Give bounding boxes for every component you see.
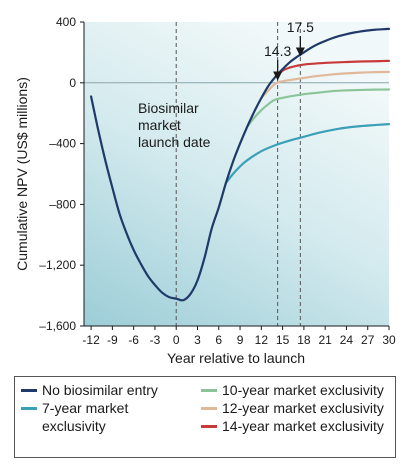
legend-item-12-year: 12-year market exclusivity [201,399,384,417]
x-tick-label-8: 12 [255,333,269,347]
y-tick-label-4: –1,200 [39,258,76,272]
plot-background [84,22,389,326]
series-line-1 [224,123,391,185]
x-tick-label-4: 0 [173,333,180,347]
x-tick-label-1: -9 [107,333,118,347]
x-tick-label-10: 18 [297,333,311,347]
series-line-2 [246,88,391,128]
legend-swatch-7-year [21,407,37,410]
series-line-0 [89,27,391,302]
x-tick-label-14: 30 [382,333,396,347]
legend-swatch-12-year [201,407,217,410]
legend-item-no-biosimilar: No biosimilar entry [21,381,158,399]
series-line-3 [260,70,391,100]
annotation-launch-date: Biosimilar market launch date [138,100,211,150]
x-tick-label-13: 27 [361,333,375,347]
legend-item-14-year: 14-year market exclusivity [201,417,384,435]
legend-label-10-year: 10-year market exclusivity [222,382,384,398]
annotation-17-5: 17.5 [287,19,314,35]
legend-swatch-10-year [201,389,217,392]
y-tick-label-3: –800 [49,197,76,211]
legend-item-7-year: 7-year market exclusivity [21,399,128,435]
x-tick-label-12: 24 [340,333,354,347]
legend-item-10-year: 10-year market exclusivity [201,381,384,399]
x-tick-label-9: 15 [276,333,290,347]
y-axis-title: Cumulative NPV (US$ millions) [14,77,30,271]
x-axis-title: Year relative to launch [167,350,305,366]
y-tick-label-0: 400 [56,15,76,29]
x-tick-label-5: 3 [194,333,201,347]
x-tick-label-0: -12 [82,333,100,347]
legend: No biosimilar entry 7-year market exclus… [14,376,396,458]
annotation-14-3: 14.3 [264,43,291,59]
legend-label-no-biosimilar: No biosimilar entry [42,382,158,398]
legend-swatch-no-biosimilar [21,389,37,392]
legend-swatch-14-year [201,425,217,428]
y-tick-label-1: 0 [69,76,76,90]
x-tick-label-11: 21 [318,333,332,347]
legend-label-12-year: 12-year market exclusivity [222,400,384,416]
x-tick-label-3: -3 [150,333,161,347]
x-tick-label-6: 6 [215,333,222,347]
x-tick-label-7: 9 [237,333,244,347]
x-tick-label-2: -6 [128,333,139,347]
legend-label-7-year: 7-year market exclusivity [42,400,129,434]
y-tick-label-2: –400 [49,137,76,151]
legend-label-14-year: 14-year market exclusivity [222,418,384,434]
y-tick-label-5: –1,600 [39,319,76,333]
series-line-4 [274,59,391,78]
